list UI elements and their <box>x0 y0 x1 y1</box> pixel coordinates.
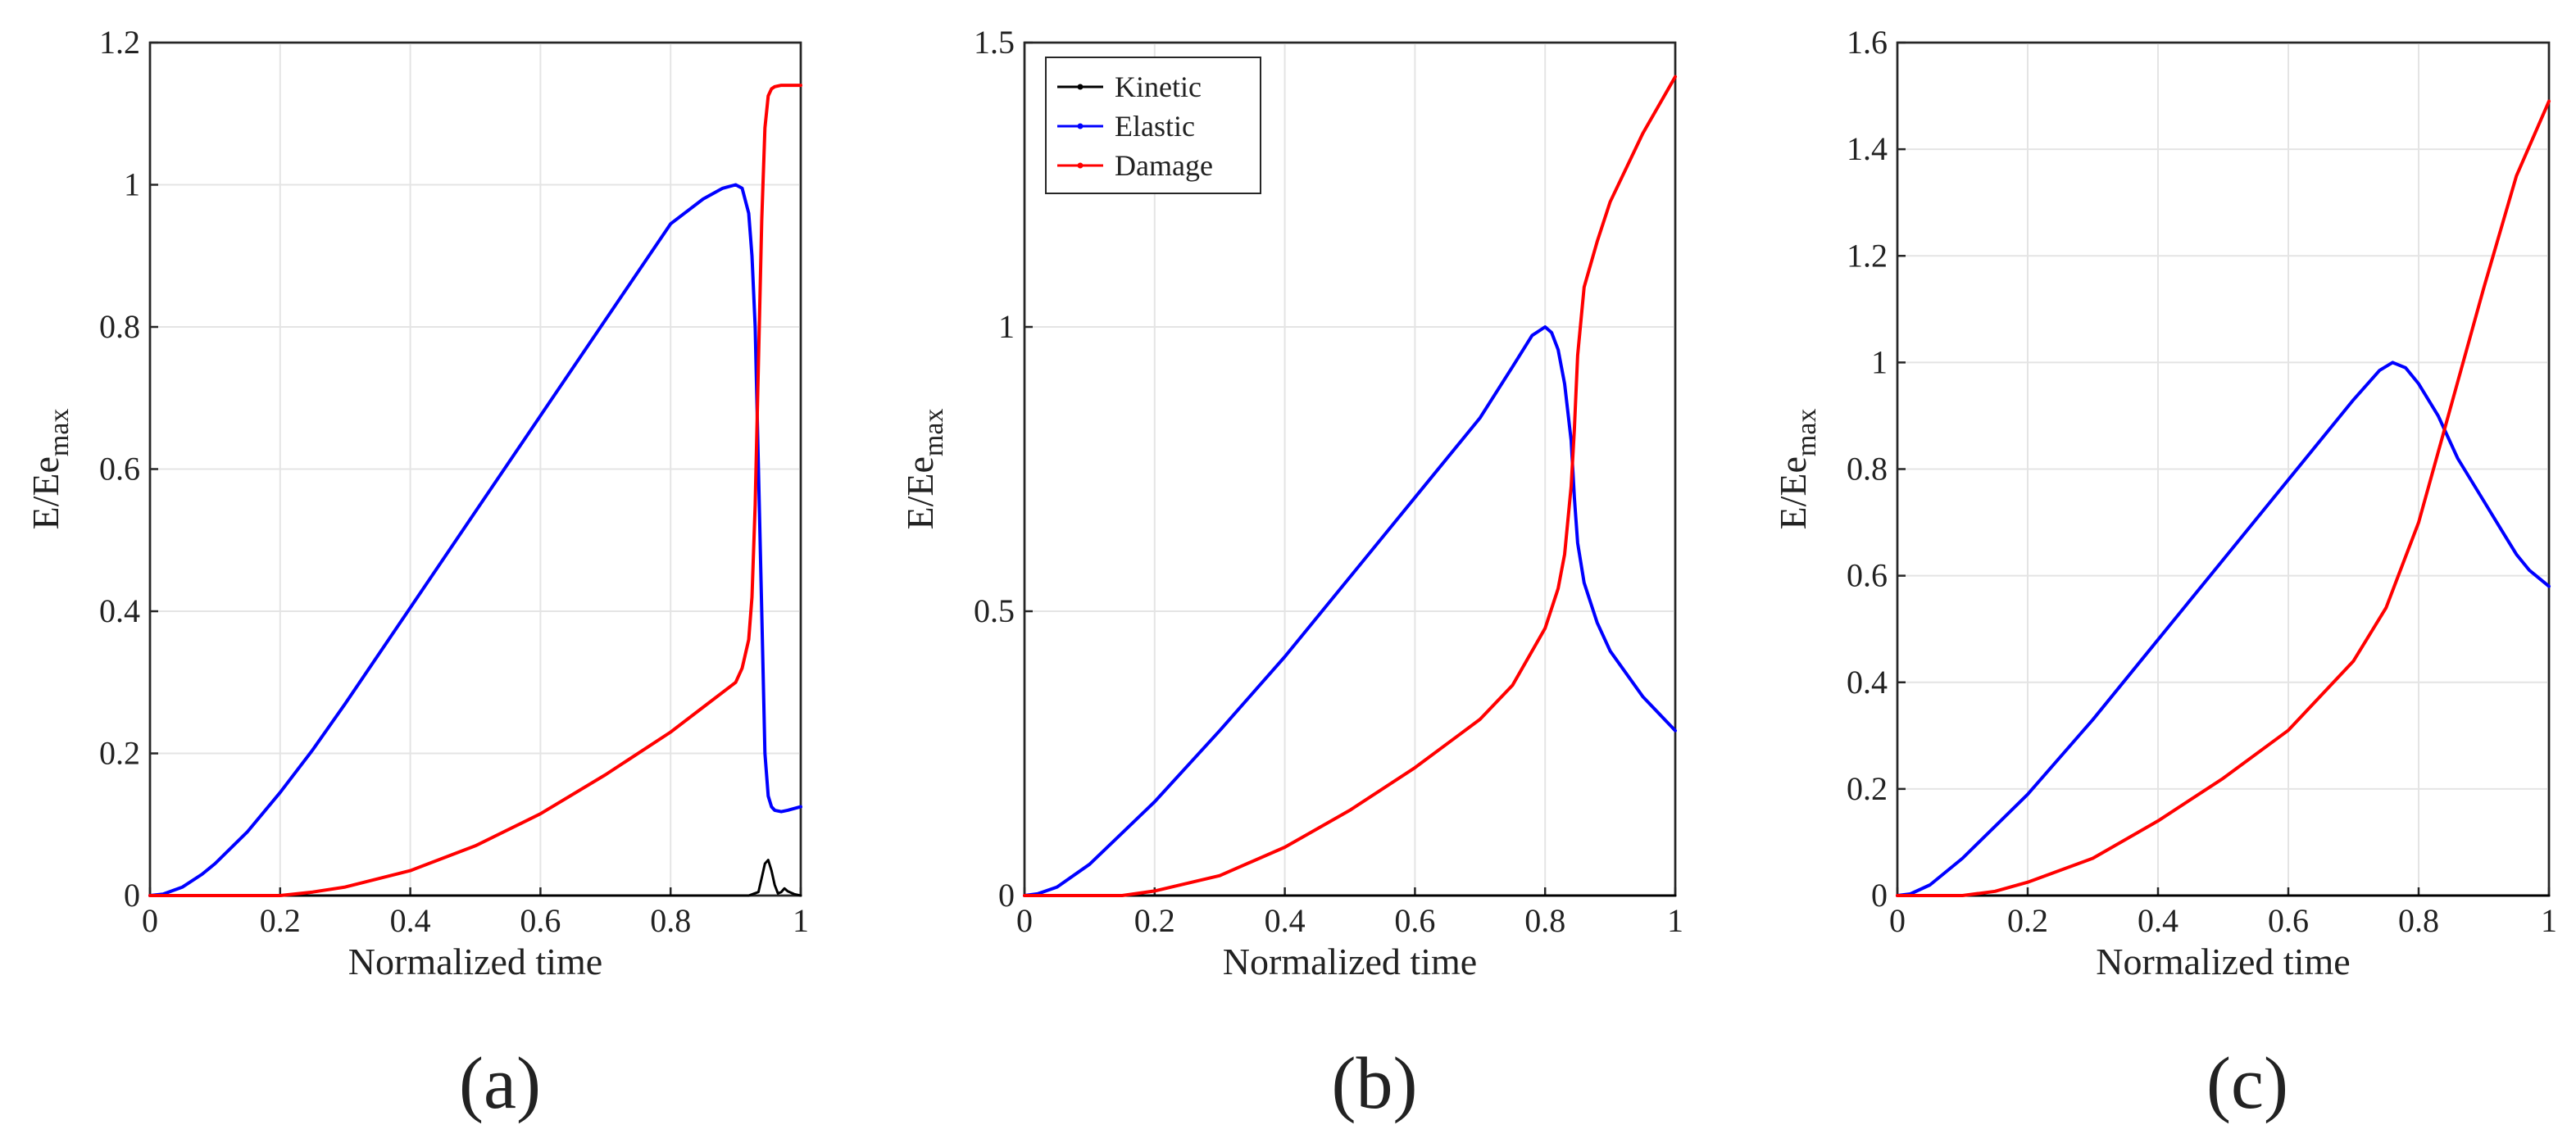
legend-marker-kinetic <box>1077 84 1084 90</box>
x-tick-label: 0.4 <box>2138 902 2178 939</box>
x-tick-label: 0.8 <box>1524 902 1565 939</box>
series-line-damage <box>1023 75 1677 897</box>
x-tick-label: 1 <box>1667 902 1683 939</box>
series-line-elastic <box>148 183 802 897</box>
x-tick-label: 0.2 <box>2007 902 2048 939</box>
y-axis-label: E/Eemax <box>899 409 949 530</box>
y-tick-label: 0.4 <box>99 592 140 629</box>
panel-c: 0 0.2 0.4 0.6 0.8 1 0 0.2 0.4 0.6 0.8 1 1.2 1.4 1.6 Nor… <box>1772 24 2557 1124</box>
y-tick-label: 0.8 <box>99 308 140 345</box>
x-tick-label: 0 <box>142 902 158 939</box>
y-axis-label-main: E/Ee <box>25 456 66 529</box>
y-axis-label-subscript: max <box>1792 409 1822 457</box>
y-tick-label: 1.2 <box>99 24 140 61</box>
x-tick-label: 0.6 <box>2268 902 2309 939</box>
legend-label-elastic: Elastic <box>1115 110 1195 143</box>
legend-marker-damage <box>1077 162 1084 169</box>
y-tick-label: 0 <box>124 877 140 914</box>
x-axis-label: Normalized time <box>2096 941 2350 982</box>
y-tick-label: 1 <box>124 166 140 203</box>
series-line-damage <box>148 84 802 897</box>
x-tick-label: 1 <box>793 902 809 939</box>
series-line-elastic <box>1896 361 2551 897</box>
series-line-elastic <box>1023 325 1677 897</box>
y-tick-label: 1 <box>998 308 1015 345</box>
y-tick-label: 0.2 <box>99 735 140 772</box>
y-axis-label-main: E/Ee <box>1772 456 1814 529</box>
y-tick-label: 0.2 <box>1847 770 1888 807</box>
panel-a: 0 0.2 0.4 0.6 0.8 1 0 0.2 0.4 0.6 0.8 1 1.2 Normalize… <box>25 24 809 1124</box>
y-tick-label: 0.4 <box>1847 664 1888 701</box>
series-line-damage <box>1896 99 2551 897</box>
y-tick-label: 0.6 <box>1847 557 1888 594</box>
panel-b: 0 0.2 0.4 0.6 0.8 1 0 0.5 1 1.5 Normalized time E/E… <box>899 24 1683 1124</box>
legend-label-damage: Damage <box>1115 149 1213 182</box>
y-axis-label: E/Eemax <box>1772 409 1822 530</box>
y-tick-label: 1.2 <box>1847 237 1888 274</box>
x-tick-label: 0.6 <box>1394 902 1435 939</box>
x-tick-label: 0 <box>1889 902 1906 939</box>
x-axis-label: Normalized time <box>1223 941 1477 982</box>
x-tick-label: 0.2 <box>260 902 301 939</box>
legend-label-kinetic: Kinetic <box>1115 70 1202 103</box>
panel-label-b: (b) <box>1332 1043 1418 1124</box>
y-tick-label: 1.6 <box>1847 24 1888 61</box>
x-axis-label: Normalized time <box>348 941 602 982</box>
y-tick-label: 0 <box>998 877 1015 914</box>
y-tick-label: 1.5 <box>974 24 1015 61</box>
y-tick-label: 0.8 <box>1847 451 1888 488</box>
x-tick-label: 0.4 <box>390 902 431 939</box>
x-tick-label: 0 <box>1016 902 1033 939</box>
series-line-kinetic <box>148 859 802 897</box>
legend: Kinetic Elastic Damage <box>1045 57 1261 194</box>
y-tick-label: 0.6 <box>99 451 140 488</box>
x-tick-label: 0.6 <box>520 902 561 939</box>
y-tick-label: 0 <box>1871 877 1888 914</box>
x-tick-label: 1 <box>2541 902 2557 939</box>
x-tick-label: 0.2 <box>1134 902 1175 939</box>
y-axis-label-subscript: max <box>44 409 75 457</box>
x-tick-label: 0.8 <box>2398 902 2439 939</box>
y-axis-label-main: E/Ee <box>899 456 941 529</box>
x-tick-label: 0.4 <box>1265 902 1306 939</box>
y-tick-label: 1 <box>1871 343 1888 380</box>
panel-label-a: (a) <box>459 1043 541 1124</box>
legend-marker-elastic <box>1077 123 1084 129</box>
y-axis-label: E/Eemax <box>25 409 75 530</box>
y-tick-label: 0.5 <box>974 592 1015 629</box>
y-axis-label-subscript: max <box>919 409 949 457</box>
y-tick-label: 1.4 <box>1847 130 1888 167</box>
x-tick-label: 0.8 <box>650 902 691 939</box>
panel-label-c: (c) <box>2206 1043 2288 1124</box>
